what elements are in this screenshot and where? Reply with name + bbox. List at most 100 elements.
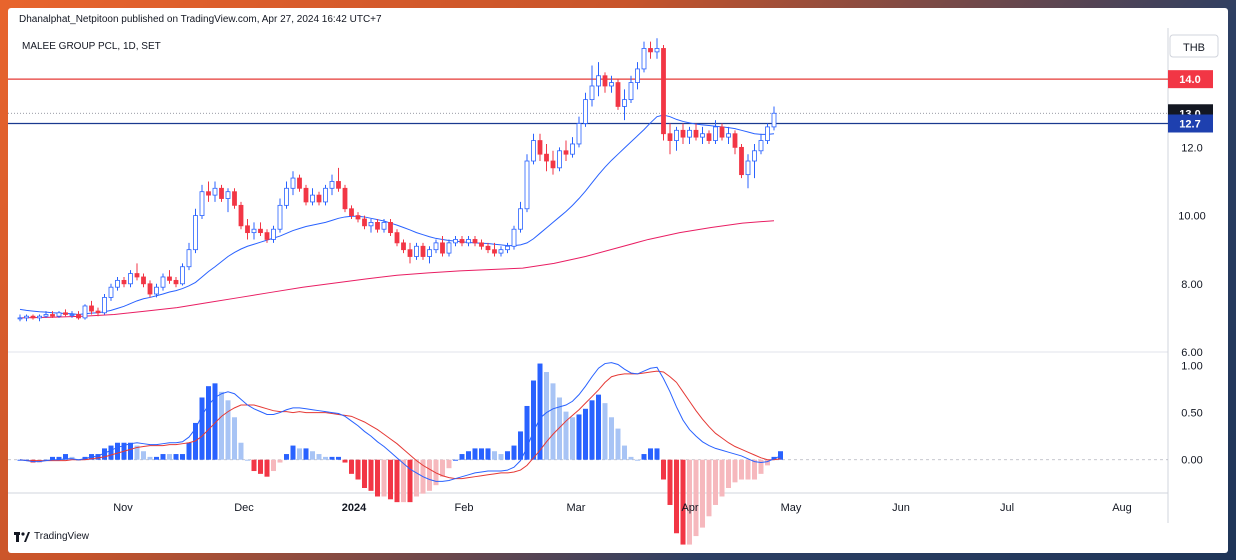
candle-body: [147, 283, 153, 295]
macd-histogram-bar: [661, 459, 666, 480]
candle: [290, 171, 296, 196]
candle-body: [43, 314, 49, 317]
macd-histogram-bar: [264, 459, 270, 477]
candle: [37, 314, 42, 322]
tradingview-logo[interactable]: TradingView: [14, 531, 89, 542]
candle: [102, 294, 107, 315]
macd-histogram-bar: [303, 448, 309, 460]
candle-body: [128, 273, 133, 285]
candle: [557, 147, 562, 172]
macd-tick-label: 0.00: [1181, 455, 1202, 467]
time-tick-label: Nov: [113, 502, 133, 514]
candle: [141, 273, 146, 288]
candle: [602, 72, 608, 93]
candle: [492, 242, 497, 257]
chart-canvas[interactable]: 6.008.0010.0012.014.013.012.71.000.500.0…: [8, 8, 1228, 553]
macd-histogram-bar: [414, 459, 419, 497]
candle: [69, 311, 75, 318]
macd-histogram-bar: [576, 414, 582, 460]
macd-histogram-bar: [745, 459, 751, 480]
candle: [381, 218, 387, 233]
price-pane[interactable]: [8, 38, 1168, 322]
candle: [193, 208, 198, 254]
candle-body: [37, 315, 42, 319]
candle: [680, 123, 686, 144]
candle: [537, 133, 543, 162]
macd-histogram-bar: [401, 459, 406, 503]
candle-body: [193, 215, 198, 251]
currency-button[interactable]: [1169, 34, 1219, 58]
candle-body: [167, 276, 172, 281]
macd-histogram-bar: [251, 459, 257, 472]
macd-histogram-bar: [336, 456, 341, 460]
macd-histogram-bar: [115, 442, 120, 460]
candle-body: [570, 143, 575, 155]
candle-body: [17, 317, 23, 320]
candle: [687, 126, 692, 144]
candle-body: [492, 249, 497, 254]
candle-body: [635, 68, 640, 83]
candle: [323, 184, 328, 206]
candle-body: [329, 181, 335, 189]
candle: [752, 143, 757, 179]
candle: [43, 311, 49, 318]
macd-pane[interactable]: [8, 362, 1168, 545]
macd-histogram-bar: [271, 459, 276, 472]
candle-body: [576, 123, 582, 145]
candle-body: [414, 245, 419, 257]
candle-body: [160, 276, 166, 288]
level-label-resistance-text: 14.0: [1179, 74, 1200, 86]
candle-body: [771, 112, 777, 128]
brand-label: TradingView: [34, 531, 90, 542]
candle-body: [693, 129, 699, 138]
candle: [433, 239, 439, 254]
candle: [576, 116, 582, 148]
candle-body: [199, 191, 205, 216]
candle-body: [258, 228, 263, 234]
candle: [706, 130, 712, 144]
candle-body: [225, 191, 231, 199]
candle: [336, 167, 341, 192]
candle-body: [622, 99, 627, 107]
time-tick-label: Jun: [892, 502, 910, 514]
candle-body: [381, 221, 387, 230]
candle: [167, 270, 172, 284]
candle: [238, 201, 244, 230]
candle-body: [739, 146, 744, 176]
candle-body: [277, 204, 283, 230]
candle: [511, 225, 517, 250]
candle-body: [63, 312, 68, 315]
macd-histogram-bar: [544, 372, 549, 460]
time-tick-label: Apr: [681, 502, 698, 514]
macd-histogram-bar: [550, 383, 556, 460]
macd-histogram-bar: [219, 391, 224, 460]
macd-histogram-bar: [245, 459, 250, 461]
macd-histogram-bar: [160, 454, 166, 460]
macd-histogram-bar: [563, 411, 569, 460]
macd-histogram-bar: [95, 454, 101, 460]
macd-histogram-bar: [310, 451, 315, 460]
candle-body: [349, 208, 354, 216]
macd-histogram-bar: [407, 459, 413, 503]
candle-body: [433, 242, 439, 251]
macd-histogram-bar: [726, 459, 731, 488]
macd-histogram-bar: [589, 400, 595, 460]
candle-body: [583, 99, 588, 124]
macd-histogram-bar: [524, 405, 530, 460]
price-tick-label: 8.00: [1181, 279, 1202, 291]
macd-histogram-bar: [719, 459, 725, 497]
candle: [342, 184, 348, 213]
macd-histogram-bar: [154, 456, 159, 460]
candle-body: [89, 305, 94, 312]
candle: [154, 283, 159, 298]
macd-histogram-bar: [50, 456, 55, 460]
candle: [245, 218, 250, 240]
candle: [63, 309, 68, 317]
candle-body: [180, 266, 185, 285]
candle-body: [173, 279, 179, 285]
macd-histogram-bar: [290, 445, 296, 460]
candle-body: [388, 221, 393, 234]
candle-body: [544, 153, 549, 162]
candle-body: [440, 242, 445, 254]
macd-histogram-bar: [641, 454, 647, 460]
